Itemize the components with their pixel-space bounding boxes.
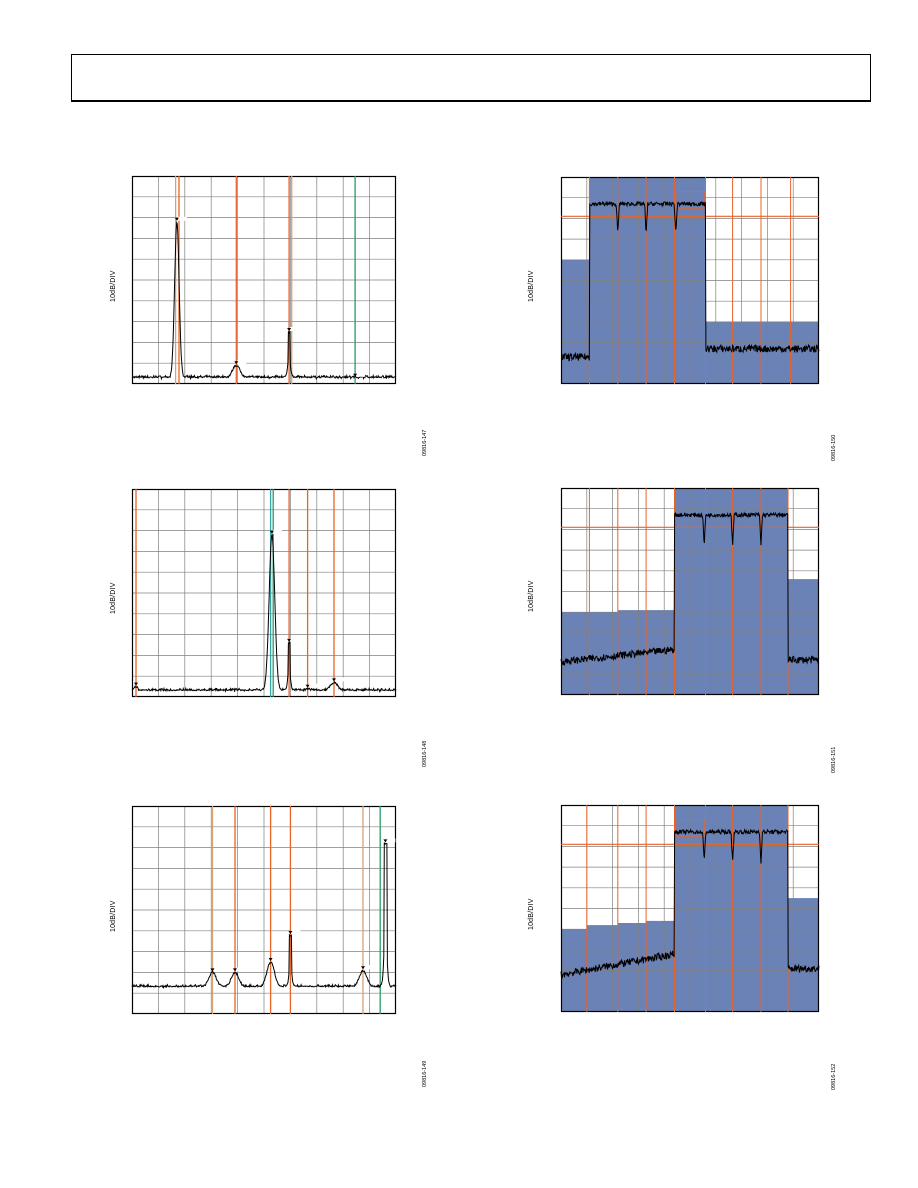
page-header-box bbox=[71, 54, 871, 102]
spectrum-plot-3-figure-id: 09816-149 bbox=[422, 1060, 428, 1087]
spectrum-plot-2 bbox=[131, 488, 397, 698]
marker-label-box bbox=[308, 683, 318, 688]
spectrum-trace bbox=[560, 828, 820, 979]
peak-marker-triangle bbox=[305, 684, 310, 688]
mask-region bbox=[788, 579, 819, 695]
spectrum-plot-2-svg bbox=[131, 488, 397, 698]
mask-plot-1 bbox=[560, 176, 820, 385]
marker-label-box bbox=[177, 216, 187, 221]
spectrum-plot-1-figure-id: 09816-147 bbox=[422, 429, 428, 456]
mask-region bbox=[617, 923, 647, 1012]
mask-plot-1-figure-id: 09816-150 bbox=[831, 434, 837, 461]
peak-marker-triangle bbox=[134, 682, 138, 686]
peak-marker-triangle bbox=[234, 361, 239, 365]
band-box bbox=[675, 819, 705, 837]
mask-plot-2-ylabel: 10dB/DIV bbox=[528, 580, 535, 612]
plot-frame bbox=[131, 805, 397, 1015]
marker-label-box bbox=[386, 838, 396, 843]
plot-frame bbox=[131, 488, 397, 698]
marker-label-box bbox=[335, 677, 344, 682]
plot-frame bbox=[560, 487, 820, 696]
spectrum-plot-2-figure-id: 09816-148 bbox=[422, 740, 428, 767]
spectrum-plot-1-ylabel: 10dB/DIV bbox=[110, 270, 117, 302]
mask-plot-1-ylabel: 10dB/DIV bbox=[528, 270, 535, 302]
peak-marker-triangle bbox=[332, 678, 336, 682]
plot-frame bbox=[560, 804, 820, 1013]
spectrum-trace bbox=[560, 200, 820, 362]
spectrum-plot-1 bbox=[131, 175, 397, 385]
marker-label-box bbox=[290, 637, 300, 642]
peak-marker-triangle bbox=[361, 966, 365, 970]
marker-label-box bbox=[364, 965, 373, 970]
marker-label-box bbox=[137, 681, 146, 686]
mask-region bbox=[646, 920, 675, 1012]
band-box bbox=[675, 191, 705, 209]
spectrum-plot-3 bbox=[131, 805, 397, 1015]
peak-marker-triangle bbox=[174, 217, 179, 221]
mask-region bbox=[705, 321, 819, 384]
spectrum-trace bbox=[131, 842, 397, 990]
peak-marker-triangle bbox=[353, 373, 358, 377]
peak-marker-triangle bbox=[383, 839, 388, 843]
mask-region bbox=[788, 898, 819, 1012]
mask-plot-3-svg bbox=[560, 804, 820, 1013]
peak-marker-triangle bbox=[288, 931, 293, 934]
mask-plot-3-figure-id: 09816-152 bbox=[831, 1063, 837, 1090]
peak-marker-triangle bbox=[233, 968, 237, 972]
peak-marker-triangle bbox=[287, 328, 292, 331]
marker-label-box bbox=[272, 529, 282, 534]
mask-plot-3-ylabel: 10dB/DIV bbox=[528, 898, 535, 930]
peak-marker-triangle bbox=[210, 968, 215, 972]
mask-plot-3 bbox=[560, 804, 820, 1013]
plot-frame bbox=[560, 176, 820, 385]
marker-label-box bbox=[236, 967, 245, 972]
mask-plot-2 bbox=[560, 487, 820, 696]
marker-label-box bbox=[271, 957, 281, 961]
marker-label-box bbox=[290, 327, 300, 331]
peak-marker-triangle bbox=[287, 638, 292, 642]
spectrum-trace bbox=[560, 511, 820, 666]
peak-marker-triangle bbox=[268, 958, 273, 961]
spectrum-plot-3-ylabel: 10dB/DIV bbox=[110, 900, 117, 932]
spectrum-trace bbox=[131, 534, 397, 694]
marker-label-box bbox=[213, 967, 223, 972]
mask-plot-2-svg bbox=[560, 487, 820, 696]
peak-marker-triangle bbox=[269, 530, 274, 534]
marker-label-box bbox=[356, 372, 366, 377]
spectrum-plot-2-ylabel: 10dB/DIV bbox=[110, 582, 117, 614]
marker-label-box bbox=[237, 360, 247, 365]
plot-frame bbox=[131, 175, 397, 385]
spectrum-plot-1-svg bbox=[131, 175, 397, 385]
spectrum-plot-3-svg bbox=[131, 805, 397, 1015]
mask-plot-1-svg bbox=[560, 176, 820, 385]
spectrum-trace bbox=[131, 220, 397, 381]
marker-label-box bbox=[291, 930, 301, 934]
mask-plot-2-figure-id: 09816-151 bbox=[831, 746, 837, 773]
